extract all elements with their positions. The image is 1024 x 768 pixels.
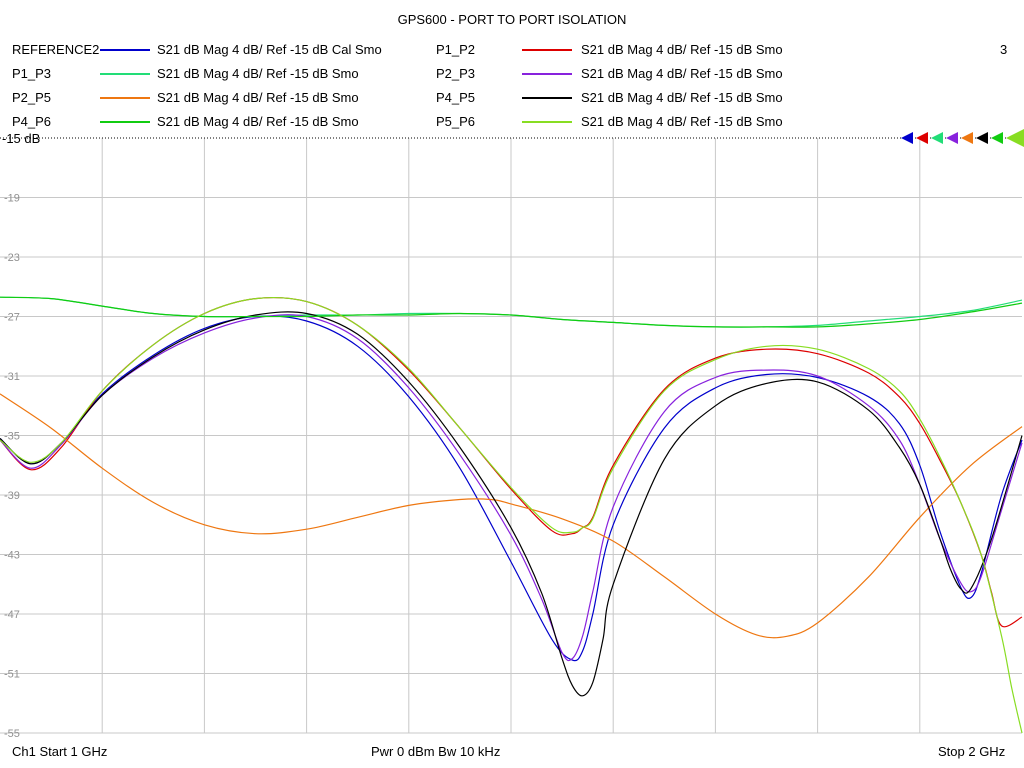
y-tick-label: -39	[4, 490, 20, 502]
ref-marker-p4-p5	[976, 132, 988, 144]
legend-name: P4_P5	[436, 90, 476, 105]
footer-stop: Stop 2 GHz	[938, 744, 1006, 759]
y-tick-label: -35	[4, 431, 20, 443]
legend-name: REFERENCE2	[12, 42, 100, 57]
ref-marker-p4-p6	[991, 132, 1003, 144]
legend-swatch	[522, 97, 572, 99]
legend-swatch	[100, 73, 150, 75]
legend-description: S21 dB Mag 4 dB/ Ref -15 dB Cal Smo	[157, 42, 382, 57]
y-tick-label: -47	[4, 609, 20, 621]
active-trace-number: 3	[1000, 42, 1008, 57]
legend-description: S21 dB Mag 4 dB/ Ref -15 dB Smo	[581, 66, 783, 81]
trace-p2-p5	[0, 393, 1023, 639]
legend-description: S21 dB Mag 4 dB/ Ref -15 dB Smo	[157, 66, 359, 81]
trace-p5-p6	[0, 296, 1023, 734]
y-tick-label: -31	[4, 371, 20, 383]
y-tick-label: -23	[4, 252, 20, 264]
legend-description: S21 dB Mag 4 dB/ Ref -15 dB Smo	[157, 90, 359, 105]
ref-marker-p1-p3	[931, 132, 943, 144]
legend-swatch	[522, 121, 572, 123]
reference-level-label: -15 dB	[2, 131, 41, 146]
legend-name: P1_P2	[436, 42, 476, 57]
legend-swatch	[100, 49, 150, 51]
legend-swatch	[522, 73, 572, 75]
legend-name: P4_P6	[12, 114, 52, 129]
legend-description: S21 dB Mag 4 dB/ Ref -15 dB Smo	[581, 114, 783, 129]
ref-marker-reference2	[901, 132, 913, 144]
legend-description: S21 dB Mag 4 dB/ Ref -15 dB Smo	[157, 114, 359, 129]
trace-p4-p5	[0, 311, 1023, 697]
y-tick-label: -19	[4, 193, 20, 205]
trace-reference2	[0, 315, 1023, 662]
ref-marker-p5-p6	[1006, 129, 1024, 147]
legend-description: S21 dB Mag 4 dB/ Ref -15 dB Smo	[581, 90, 783, 105]
legend-name: P1_P3	[12, 66, 52, 81]
y-tick-label: -27	[4, 312, 20, 324]
legend-description: S21 dB Mag 4 dB/ Ref -15 dB Smo	[581, 42, 783, 57]
ref-marker-p2-p3	[946, 132, 958, 144]
trace-p4-p6	[0, 296, 1023, 328]
legend-swatch	[522, 49, 572, 51]
chart-title: GPS600 - PORT TO PORT ISOLATION	[397, 12, 627, 27]
footer-start: Ch1 Start 1 GHz	[12, 744, 108, 759]
footer-power-bandwidth: Pwr 0 dBm Bw 10 kHz	[371, 744, 501, 759]
ref-marker-p1-p2	[916, 132, 928, 144]
ref-marker-p2-p5	[961, 132, 973, 144]
y-tick-label: -55	[4, 728, 20, 740]
legend-name: P2_P5	[12, 90, 52, 105]
legend-swatch	[100, 97, 150, 99]
legend-name: P5_P6	[436, 114, 476, 129]
y-tick-label: -43	[4, 550, 20, 562]
legend-swatch	[100, 121, 150, 123]
y-tick-label: -51	[4, 669, 20, 681]
legend-name: P2_P3	[436, 66, 476, 81]
